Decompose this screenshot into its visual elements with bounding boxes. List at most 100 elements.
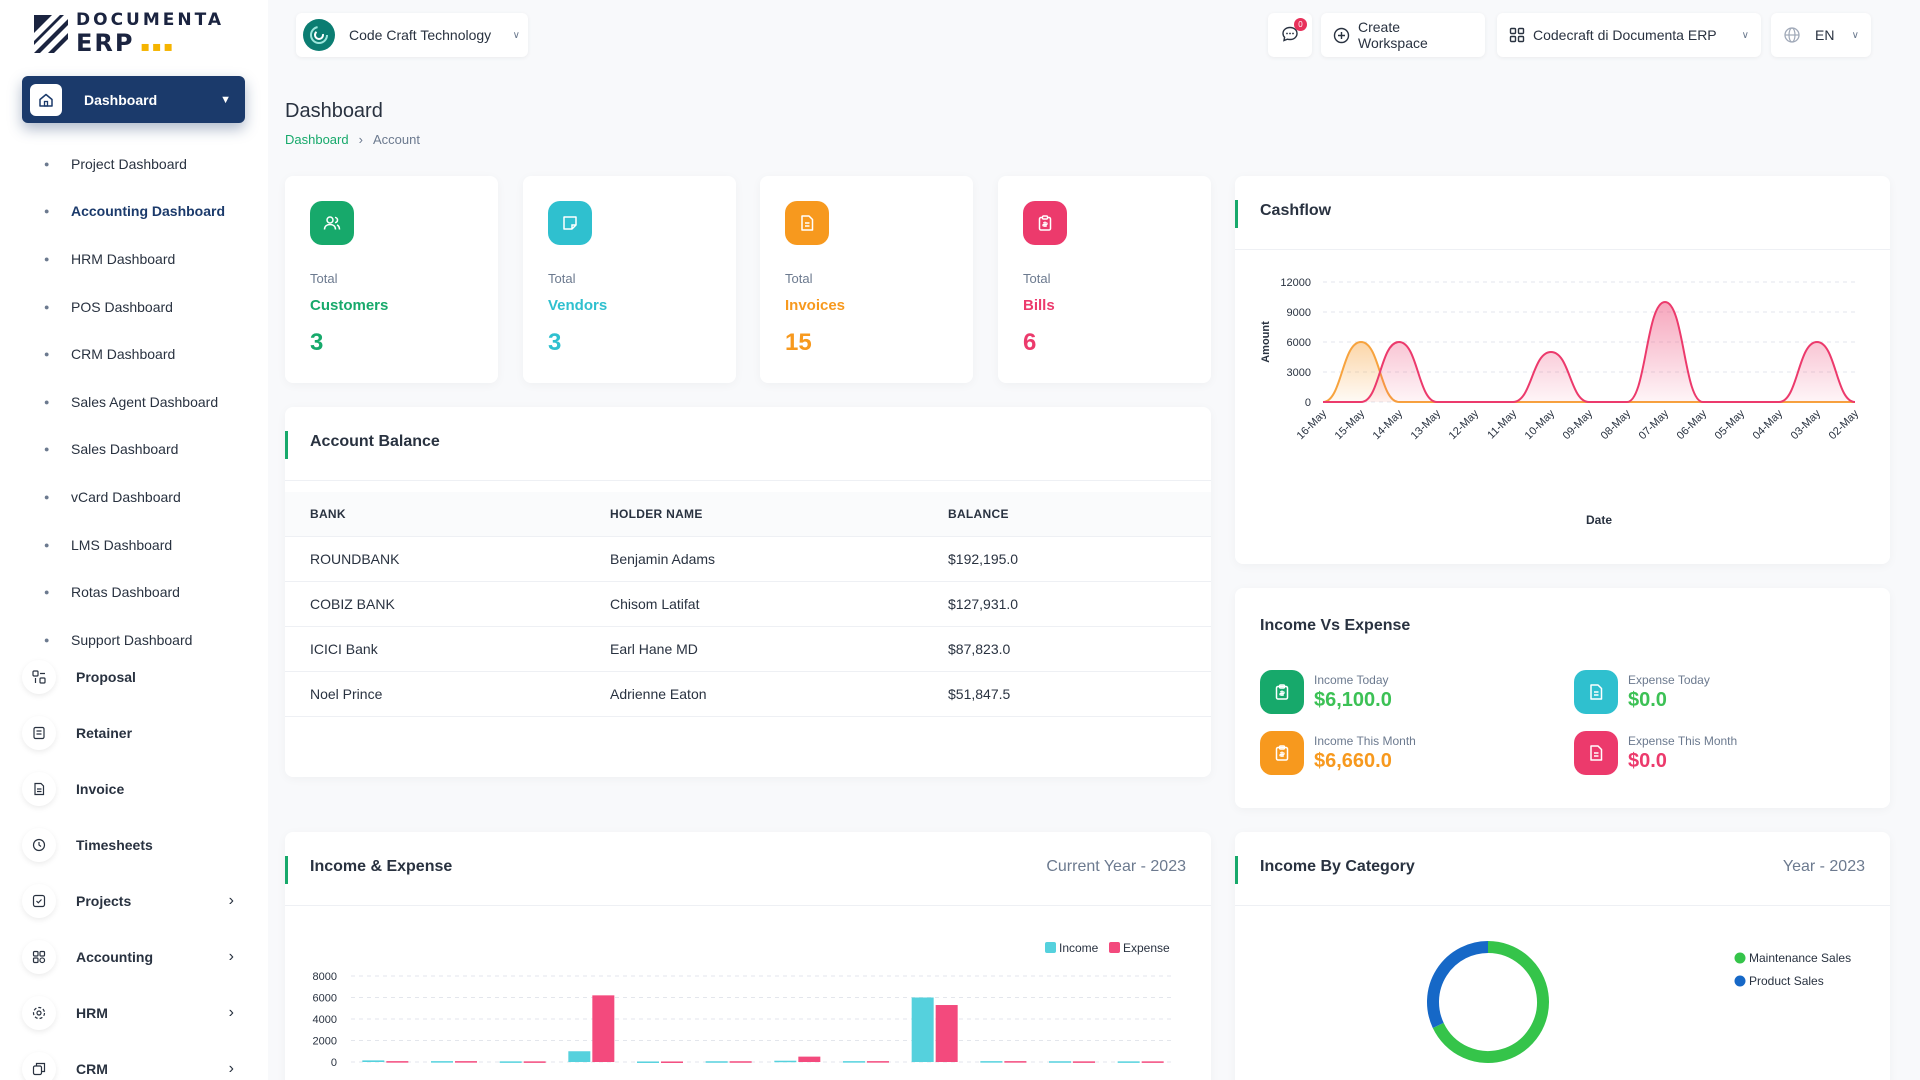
sidebar-subitem-accounting-dashboard[interactable]: ● Accounting Dashboard: [44, 188, 264, 236]
y-tick-label: 9000: [1287, 307, 1311, 319]
income-vs-expense-card: Income Vs Expense Income Today $6,100.0 Ex…: [1235, 588, 1890, 808]
brand-logo[interactable]: DOCUMENTA ERP ▪▪▪: [30, 10, 221, 56]
header-accent: [1235, 200, 1238, 228]
x-tick-label: 11-May: [1485, 407, 1519, 441]
x-tick-label: 07-May: [1637, 407, 1672, 442]
chevron-down-icon: ∨: [1741, 29, 1749, 41]
sidebar-subitem-label: CRM Dashboard: [71, 346, 176, 363]
bar-expense-nov: [1073, 1061, 1095, 1063]
x-tick-label: 13-May: [1409, 407, 1444, 442]
sidebar-subitem-hrm-dashboard[interactable]: ● HRM Dashboard: [44, 235, 264, 283]
stat-label-top: Total: [1023, 271, 1051, 286]
table-row: Noel Prince Adrienne Eaton $51,847.5: [285, 671, 1211, 717]
income-by-category-chart: Maintenance Sales Product Sales: [1427, 941, 1851, 1063]
legend-swatch-maintenance-sales: [1734, 952, 1746, 964]
company-select[interactable]: Code Craft Technology ∨: [296, 13, 528, 57]
bar-income-jul: [774, 1060, 797, 1063]
summary-value: $0.0: [1628, 749, 1667, 772]
legend-label-income: Income: [1059, 941, 1099, 955]
users-icon: [310, 201, 354, 245]
summary-income-today: Income Today $6,100.0: [1260, 670, 1392, 714]
sidebar-item-label: Dashboard: [84, 91, 158, 108]
workspace-select[interactable]: Codecraft di Documenta ERP ∨: [1497, 13, 1761, 57]
workspace-name: Codecraft di Documenta ERP: [1533, 27, 1717, 43]
sidebar-item-projects[interactable]: Projects ›: [22, 873, 252, 929]
bullet-icon: ●: [44, 396, 50, 407]
language-code: EN: [1815, 27, 1835, 43]
crm-icon: [22, 1052, 56, 1080]
legend-swatch-income: [1045, 942, 1056, 953]
sidebar-item-label: Accounting: [76, 949, 153, 965]
bar-income-nov: [1049, 1061, 1071, 1063]
main-menu: Proposal Retainer Invoice Timesheets Project…: [22, 649, 252, 1080]
sidebar-item-dashboard[interactable]: Dashboard ▼: [22, 76, 245, 123]
hrm-icon: [22, 996, 56, 1030]
x-axis-label: Date: [1586, 513, 1612, 527]
create-workspace-button[interactable]: Create Workspace: [1321, 13, 1485, 57]
chevron-right-icon: ›: [228, 948, 234, 965]
period-label: Current Year - 2023: [1046, 858, 1186, 875]
income-by-category-card: Income By Category Year - 2023 Maintenan…: [1235, 832, 1890, 1080]
sidebar-item-label: Proposal: [76, 669, 136, 685]
sidebar-subitem-sales-dashboard[interactable]: ● Sales Dashboard: [44, 426, 264, 474]
sidebar-subitem-vcard-dashboard[interactable]: ● vCard Dashboard: [44, 473, 264, 521]
sidebar-subitem-project-dashboard[interactable]: ● Project Dashboard: [44, 140, 264, 188]
card-header: Account Balance: [285, 407, 1211, 481]
card-title: Account Balance: [310, 433, 440, 450]
column-header-balance: BALANCE: [923, 492, 1211, 537]
x-tick-label: 06-May: [1675, 407, 1710, 442]
bullet-icon: ●: [44, 587, 50, 598]
sidebar-item-accounting[interactable]: Accounting ›: [22, 929, 252, 985]
clipboard-icon: [1023, 201, 1067, 245]
sidebar-item-timesheets[interactable]: Timesheets: [22, 817, 252, 873]
sidebar-item-label: Timesheets: [76, 837, 153, 853]
y-tick-label: 2000: [313, 1036, 337, 1048]
cell-balance: $192,195.0: [923, 536, 1211, 582]
file-icon: [785, 201, 829, 245]
sidebar-item-proposal[interactable]: Proposal: [22, 649, 252, 705]
bar-income-sep: [911, 997, 934, 1062]
stat-card-vendors: Total Vendors 3: [523, 176, 736, 383]
bar-income-aug: [843, 1061, 865, 1063]
brand-name: DOCUMENTA: [76, 9, 225, 30]
clipboard-icon: [1260, 670, 1304, 714]
summary-expense-today: Expense Today $0.0: [1574, 670, 1710, 714]
clock-icon: [22, 828, 56, 862]
sidebar-subitem-pos-dashboard[interactable]: ● POS Dashboard: [44, 283, 264, 331]
breadcrumb-current: Account: [372, 132, 420, 147]
sidebar-item-label: CRM: [76, 1061, 108, 1077]
breadcrumb: Dashboard › Account: [285, 132, 420, 147]
sidebar-item-label: Invoice: [76, 781, 125, 797]
breadcrumb-home-link[interactable]: Dashboard: [285, 132, 349, 147]
x-tick-label: 14-May: [1371, 407, 1406, 442]
stat-value: 15: [785, 329, 812, 356]
legend-label: Maintenance Sales: [1749, 951, 1851, 965]
sidebar-item-crm[interactable]: CRM ›: [22, 1041, 252, 1080]
stat-value: 3: [310, 329, 324, 356]
sidebar-subitem-support-dashboard[interactable]: ● Support Dashboard: [44, 616, 264, 664]
chevron-down-icon: ∨: [512, 29, 520, 41]
plus-circle-icon: [1333, 27, 1350, 44]
language-select[interactable]: EN ∨: [1771, 13, 1871, 57]
home-icon: [30, 83, 62, 116]
sidebar-subitem-rotas-dashboard[interactable]: ● Rotas Dashboard: [44, 568, 264, 616]
stat-label-top: Total: [785, 271, 813, 286]
sidebar-item-invoice[interactable]: Invoice: [22, 761, 252, 817]
sidebar-subitem-sales-agent-dashboard[interactable]: ● Sales Agent Dashboard: [44, 378, 264, 426]
x-tick-label: 08-May: [1599, 407, 1634, 442]
messages-button[interactable]: 0: [1268, 13, 1312, 57]
stat-label-top: Total: [548, 271, 576, 286]
cell-balance: $127,931.0: [923, 581, 1211, 627]
sidebar-item-hrm[interactable]: HRM ›: [22, 985, 252, 1041]
card-title: Income By Category: [1260, 858, 1415, 875]
bullet-icon: ●: [44, 301, 50, 312]
bar-income-apr: [568, 1051, 591, 1062]
bullet-icon: ●: [44, 253, 50, 264]
sidebar-subitem-lms-dashboard[interactable]: ● LMS Dashboard: [44, 521, 264, 569]
sidebar-item-retainer[interactable]: Retainer: [22, 705, 252, 761]
cashflow-line-series-1: [1322, 300, 1856, 403]
y-tick-label: 0: [331, 1057, 337, 1069]
bullet-icon: ●: [44, 444, 50, 455]
sidebar-subitem-crm-dashboard[interactable]: ● CRM Dashboard: [44, 330, 264, 378]
table-row: COBIZ BANK Chisom Latifat $127,931.0: [285, 581, 1211, 627]
